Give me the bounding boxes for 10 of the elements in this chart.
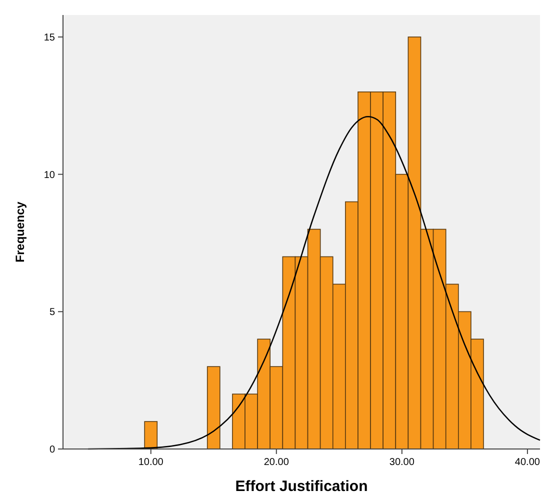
- x-axis-title: Effort Justification: [235, 478, 368, 495]
- y-tick-label: 15: [44, 32, 56, 44]
- y-axis-title: Frequency: [13, 201, 27, 262]
- x-tick-label: 10.00: [138, 457, 164, 468]
- y-tick-label: 10: [44, 170, 56, 181]
- x-tick-label: 30.00: [389, 457, 415, 468]
- x-tick-label: 20.00: [264, 457, 290, 468]
- y-tick-label: 0: [49, 444, 56, 456]
- x-tick-label: 40.00: [514, 457, 540, 468]
- y-tick-label: 5: [49, 307, 56, 318]
